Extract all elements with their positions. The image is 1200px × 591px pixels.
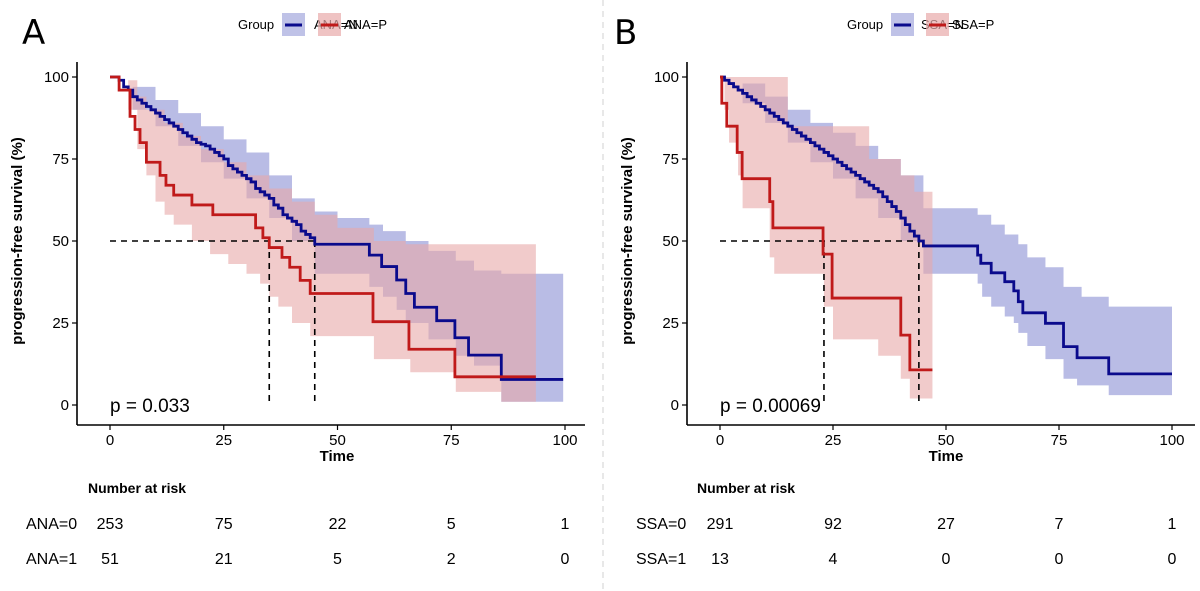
risk-row-label: SSA=0 bbox=[636, 516, 686, 533]
y-tick-label: 100 bbox=[44, 69, 69, 86]
y-tick-label: 50 bbox=[662, 233, 679, 250]
ci-band-ana-p bbox=[110, 77, 536, 402]
y-axis-title: progression-free survival (%) bbox=[619, 137, 636, 345]
risk-count: 1 bbox=[561, 516, 570, 533]
x-tick-label: 100 bbox=[552, 432, 577, 449]
legend-label: ANA=P bbox=[344, 17, 387, 32]
risk-table-title: Number at risk bbox=[88, 480, 186, 496]
x-tick-label: 0 bbox=[106, 432, 114, 449]
x-tick-label: 100 bbox=[1159, 432, 1184, 449]
risk-count: 27 bbox=[937, 516, 955, 533]
p-value: p = 0.00069 bbox=[720, 396, 821, 417]
legend-title: Group bbox=[847, 17, 883, 32]
survival-curve-ana-p bbox=[110, 75, 536, 379]
y-tick-label: 0 bbox=[671, 397, 679, 414]
y-tick-label: 50 bbox=[52, 233, 69, 250]
panel-a: A Group ANA=N ANA=P 02550751000255075100… bbox=[9, 13, 585, 568]
risk-count: 5 bbox=[447, 516, 456, 533]
plot-area: 0 25 50 75 100 0 25 50 75 100 bbox=[44, 62, 585, 449]
y-tick-label: 0 bbox=[61, 397, 69, 414]
risk-count: 0 bbox=[942, 551, 951, 568]
risk-count: 21 bbox=[215, 551, 233, 568]
risk-count: 2 bbox=[447, 551, 456, 568]
survival-curve-ssa-n bbox=[720, 75, 1172, 376]
risk-count: 253 bbox=[97, 516, 124, 533]
risk-count: 0 bbox=[561, 551, 570, 568]
y-tick-label: 25 bbox=[52, 315, 69, 332]
x-axis-title: Time bbox=[929, 448, 964, 465]
ci-band-ssa-p bbox=[720, 77, 933, 399]
risk-row-label: SSA=1 bbox=[636, 551, 686, 568]
risk-count: 4 bbox=[829, 551, 838, 568]
risk-count: 1 bbox=[1168, 516, 1177, 533]
x-tick-label: 25 bbox=[215, 432, 232, 449]
risk-table: SSA=0 291 92 27 7 1 SSA=1 13 4 0 0 0 bbox=[636, 516, 1177, 568]
risk-count: 0 bbox=[1168, 551, 1177, 568]
x-tick-label: 75 bbox=[443, 432, 460, 449]
x-tick-label: 0 bbox=[716, 432, 724, 449]
risk-table-title: Number at risk bbox=[697, 480, 795, 496]
risk-count: 0 bbox=[1055, 551, 1064, 568]
x-tick-label: 50 bbox=[938, 432, 955, 449]
y-tick-label: 75 bbox=[52, 151, 69, 168]
y-tick-label: 75 bbox=[662, 151, 679, 168]
risk-count: 7 bbox=[1055, 516, 1064, 533]
legend-title: Group bbox=[238, 17, 274, 32]
panel-label: A bbox=[22, 13, 45, 53]
risk-count: 291 bbox=[707, 516, 734, 533]
y-axis-title: progression-free survival (%) bbox=[9, 137, 26, 345]
risk-count: 75 bbox=[215, 516, 233, 533]
plot-area: 0 25 50 75 100 0 25 50 75 100 bbox=[654, 62, 1195, 449]
panel-b: B Group SSA=N SSA=P 02550751000255075100… bbox=[614, 13, 1195, 568]
legend-label: SSA=P bbox=[952, 17, 994, 32]
legend: Group ANA=N ANA=P bbox=[238, 13, 387, 36]
legend: Group SSA=N SSA=P bbox=[847, 13, 994, 36]
y-tick-label: 100 bbox=[654, 69, 679, 86]
risk-row-label: ANA=0 bbox=[26, 516, 77, 533]
x-tick-label: 50 bbox=[329, 432, 346, 449]
panel-label: B bbox=[614, 13, 637, 53]
x-tick-label: 75 bbox=[1051, 432, 1068, 449]
p-value: p = 0.033 bbox=[110, 396, 190, 417]
y-tick-label: 25 bbox=[662, 315, 679, 332]
survival-curve-ana-n bbox=[110, 75, 564, 381]
risk-count: 51 bbox=[101, 551, 119, 568]
x-axis-title: Time bbox=[320, 448, 355, 465]
risk-count: 22 bbox=[329, 516, 347, 533]
risk-count: 92 bbox=[824, 516, 842, 533]
risk-count: 13 bbox=[711, 551, 729, 568]
risk-count: 5 bbox=[333, 551, 342, 568]
risk-row-label: ANA=1 bbox=[26, 551, 77, 568]
x-tick-label: 25 bbox=[825, 432, 842, 449]
survival-curve-ssa-p bbox=[720, 75, 933, 372]
